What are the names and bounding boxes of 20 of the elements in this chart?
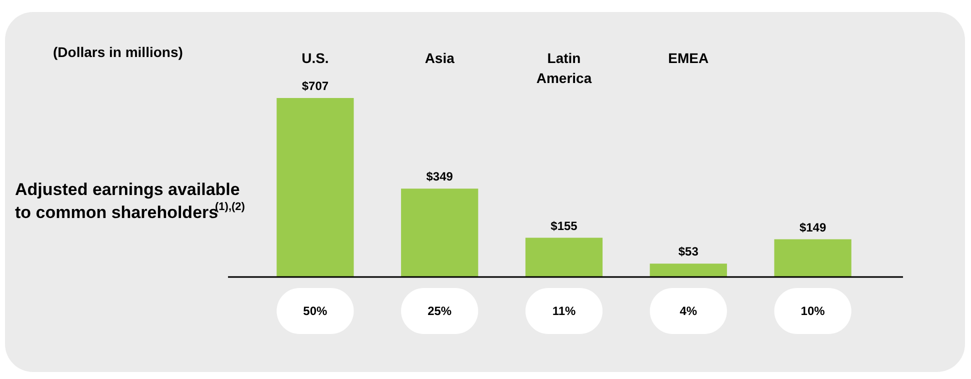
data-label: $349 bbox=[426, 170, 454, 184]
text: 50% bbox=[303, 304, 328, 318]
x-tick-label: EMEA bbox=[668, 50, 709, 66]
bar bbox=[650, 264, 727, 277]
text: 4% bbox=[680, 304, 698, 318]
data-label: $155 bbox=[550, 218, 578, 233]
data-label: $149 bbox=[799, 220, 826, 234]
text: 10% bbox=[800, 304, 826, 318]
data-label: $707 bbox=[302, 79, 329, 93]
chart-title: (Dollars in millions) bbox=[53, 44, 183, 60]
bar bbox=[276, 98, 354, 277]
x-tick-label: Latin America bbox=[536, 50, 592, 86]
data-label: $53 bbox=[678, 244, 699, 259]
bar bbox=[774, 239, 852, 277]
text: 25% bbox=[428, 304, 452, 318]
bar bbox=[525, 238, 603, 277]
x-tick-label: Asia bbox=[424, 50, 455, 66]
text: 11% bbox=[552, 304, 576, 318]
x-tick-label: U.S. bbox=[302, 50, 329, 66]
bar bbox=[401, 188, 478, 277]
